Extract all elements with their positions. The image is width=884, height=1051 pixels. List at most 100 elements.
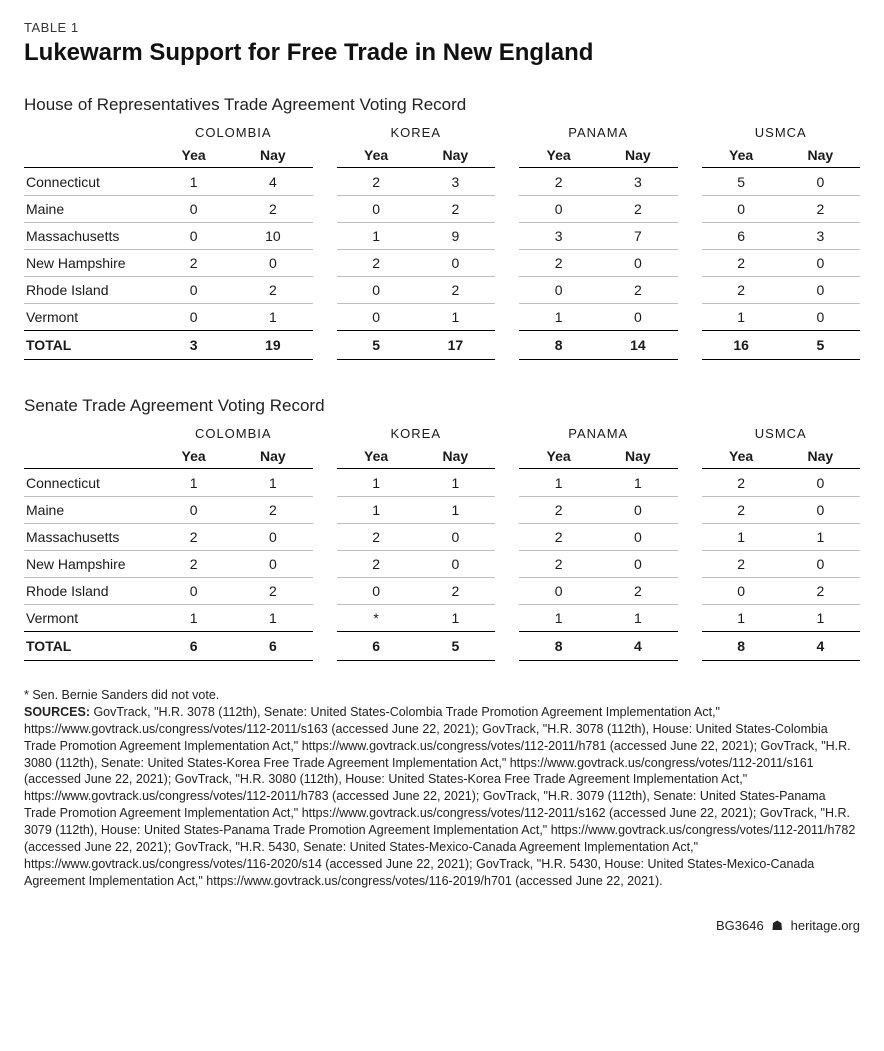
col-group-korea: KOREA bbox=[337, 426, 496, 443]
total-cell: 5 bbox=[781, 331, 860, 360]
table-row: Connecticut11111120 bbox=[24, 469, 860, 497]
vote-cell: 2 bbox=[154, 551, 233, 578]
col-yea: Yea bbox=[154, 142, 233, 168]
vote-cell: 2 bbox=[337, 250, 416, 277]
vote-cell: 5 bbox=[702, 168, 781, 196]
col-yea: Yea bbox=[337, 443, 416, 469]
vote-cell: 2 bbox=[781, 196, 860, 223]
vote-cell: 0 bbox=[154, 578, 233, 605]
state-cell: New Hampshire bbox=[24, 551, 154, 578]
vote-cell: 0 bbox=[598, 551, 677, 578]
vote-cell: 0 bbox=[337, 196, 416, 223]
vote-cell: 0 bbox=[233, 250, 312, 277]
col-nay: Nay bbox=[781, 443, 860, 469]
col-group-usmca: USMCA bbox=[702, 125, 861, 142]
total-cell: 4 bbox=[598, 632, 677, 661]
total-cell: 3 bbox=[154, 331, 233, 360]
vote-cell: 2 bbox=[233, 196, 312, 223]
vote-cell: 2 bbox=[702, 469, 781, 497]
vote-cell: 2 bbox=[702, 250, 781, 277]
sources-text: GovTrack, "H.R. 3078 (112th), Senate: Un… bbox=[24, 705, 855, 888]
vote-cell: 2 bbox=[233, 578, 312, 605]
vote-cell: 3 bbox=[781, 223, 860, 250]
vote-cell: 0 bbox=[781, 497, 860, 524]
vote-cell: 0 bbox=[154, 497, 233, 524]
vote-cell: 0 bbox=[154, 196, 233, 223]
total-cell: 16 bbox=[702, 331, 781, 360]
state-cell: Connecticut bbox=[24, 168, 154, 196]
total-cell: 8 bbox=[702, 632, 781, 661]
vote-cell: 2 bbox=[154, 524, 233, 551]
vote-cell: 1 bbox=[519, 469, 598, 497]
vote-cell: 2 bbox=[337, 524, 416, 551]
vote-cell: 10 bbox=[233, 223, 312, 250]
vote-cell: 0 bbox=[337, 277, 416, 304]
footnote-star: * Sen. Bernie Sanders did not vote. bbox=[24, 688, 219, 702]
col-nay: Nay bbox=[598, 142, 677, 168]
vote-cell: 2 bbox=[416, 578, 495, 605]
vote-cell: 2 bbox=[337, 551, 416, 578]
vote-cell: 2 bbox=[702, 277, 781, 304]
vote-cell: 1 bbox=[702, 605, 781, 632]
state-cell: Connecticut bbox=[24, 469, 154, 497]
total-row: TOTAL319517814165 bbox=[24, 331, 860, 360]
vote-cell: 1 bbox=[519, 605, 598, 632]
vote-cell: 1 bbox=[781, 605, 860, 632]
total-cell: 17 bbox=[416, 331, 495, 360]
vote-cell: 2 bbox=[702, 551, 781, 578]
state-cell: Massachusetts bbox=[24, 223, 154, 250]
vote-cell: 1 bbox=[233, 605, 312, 632]
senate-section-title: Senate Trade Agreement Voting Record bbox=[24, 396, 860, 416]
vote-cell: 1 bbox=[337, 497, 416, 524]
total-label: TOTAL bbox=[24, 632, 154, 661]
col-nay: Nay bbox=[233, 142, 312, 168]
vote-cell: 3 bbox=[598, 168, 677, 196]
vote-cell: 0 bbox=[598, 524, 677, 551]
vote-cell: 1 bbox=[233, 469, 312, 497]
vote-cell: 0 bbox=[598, 497, 677, 524]
vote-cell: 2 bbox=[416, 277, 495, 304]
house-table: COLOMBIA KOREA PANAMA USMCA YeaNay YeaNa… bbox=[24, 125, 860, 360]
table-row: Massachusetts010193763 bbox=[24, 223, 860, 250]
vote-cell: 0 bbox=[519, 277, 598, 304]
table-row: Vermont11*11111 bbox=[24, 605, 860, 632]
senate-table: COLOMBIA KOREA PANAMA USMCA YeaNay YeaNa… bbox=[24, 426, 860, 661]
vote-cell: 0 bbox=[154, 304, 233, 331]
total-cell: 19 bbox=[233, 331, 312, 360]
state-cell: Vermont bbox=[24, 605, 154, 632]
table-row: Rhode Island02020220 bbox=[24, 277, 860, 304]
vote-cell: 3 bbox=[519, 223, 598, 250]
total-cell: 8 bbox=[519, 632, 598, 661]
footer-ref: BG3646 bbox=[716, 918, 764, 933]
vote-cell: 0 bbox=[519, 196, 598, 223]
sources-label: SOURCES: bbox=[24, 705, 90, 719]
vote-cell: 9 bbox=[416, 223, 495, 250]
vote-cell: 1 bbox=[154, 469, 233, 497]
col-yea: Yea bbox=[702, 142, 781, 168]
table-row: Rhode Island02020202 bbox=[24, 578, 860, 605]
col-yea: Yea bbox=[519, 443, 598, 469]
total-label: TOTAL bbox=[24, 331, 154, 360]
col-group-usmca: USMCA bbox=[702, 426, 861, 443]
total-cell: 4 bbox=[781, 632, 860, 661]
vote-cell: 0 bbox=[519, 578, 598, 605]
total-cell: 5 bbox=[337, 331, 416, 360]
vote-cell: 0 bbox=[598, 304, 677, 331]
vote-cell: 1 bbox=[233, 304, 312, 331]
vote-cell: 0 bbox=[416, 250, 495, 277]
vote-cell: 4 bbox=[233, 168, 312, 196]
state-cell: Rhode Island bbox=[24, 277, 154, 304]
table-row: Massachusetts20202011 bbox=[24, 524, 860, 551]
vote-cell: 2 bbox=[598, 277, 677, 304]
vote-cell: 0 bbox=[781, 469, 860, 497]
vote-cell: 0 bbox=[154, 277, 233, 304]
col-group-colombia: COLOMBIA bbox=[154, 125, 313, 142]
vote-cell: 1 bbox=[702, 524, 781, 551]
vote-cell: 2 bbox=[416, 196, 495, 223]
vote-cell: 0 bbox=[781, 250, 860, 277]
vote-cell: 0 bbox=[781, 277, 860, 304]
vote-cell: 2 bbox=[702, 497, 781, 524]
state-cell: Maine bbox=[24, 196, 154, 223]
state-cell: Massachusetts bbox=[24, 524, 154, 551]
house-section-title: House of Representatives Trade Agreement… bbox=[24, 95, 860, 115]
